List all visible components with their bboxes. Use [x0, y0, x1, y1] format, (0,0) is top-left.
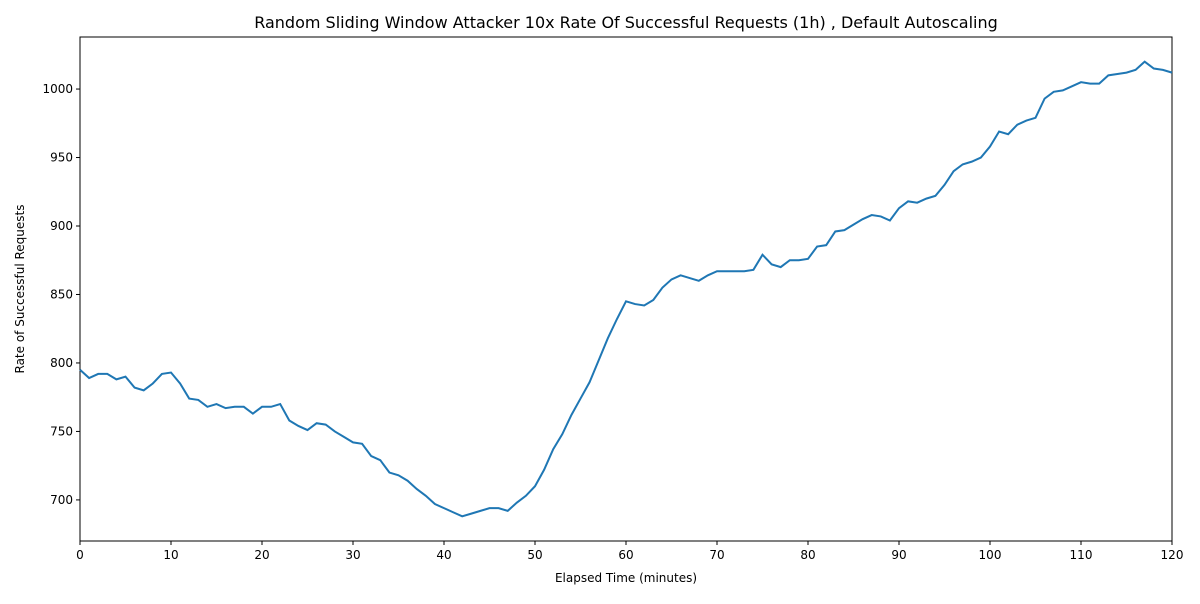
- x-tick-label: 80: [800, 548, 815, 562]
- y-tick-label: 900: [50, 219, 73, 233]
- y-axis-label: Rate of Successful Requests: [13, 205, 27, 374]
- y-tick-label: 950: [50, 151, 73, 165]
- x-tick-label: 90: [891, 548, 906, 562]
- x-tick-label: 0: [76, 548, 84, 562]
- y-tick-label: 750: [50, 424, 73, 438]
- x-tick-label: 50: [527, 548, 542, 562]
- plot-frame: [79, 36, 1173, 542]
- chart-title: Random Sliding Window Attacker 10x Rate …: [254, 13, 998, 32]
- x-tick-label: 110: [1070, 548, 1093, 562]
- x-tick-label: 70: [709, 548, 724, 562]
- y-tick-label: 700: [50, 493, 73, 507]
- x-tick-label: 10: [163, 548, 178, 562]
- x-tick-label: 30: [345, 548, 360, 562]
- data-line: [79, 60, 1173, 518]
- x-tick-label: 100: [979, 548, 1002, 562]
- x-tick-label: 60: [618, 548, 633, 562]
- y-tick-label: 1000: [42, 82, 73, 96]
- x-tick-label: 40: [436, 548, 451, 562]
- x-tick-label: 120: [1161, 548, 1184, 562]
- y-tick-label: 850: [50, 287, 73, 301]
- x-tick-label: 20: [254, 548, 269, 562]
- x-axis-label: Elapsed Time (minutes): [555, 571, 697, 585]
- y-tick-label: 800: [50, 356, 73, 370]
